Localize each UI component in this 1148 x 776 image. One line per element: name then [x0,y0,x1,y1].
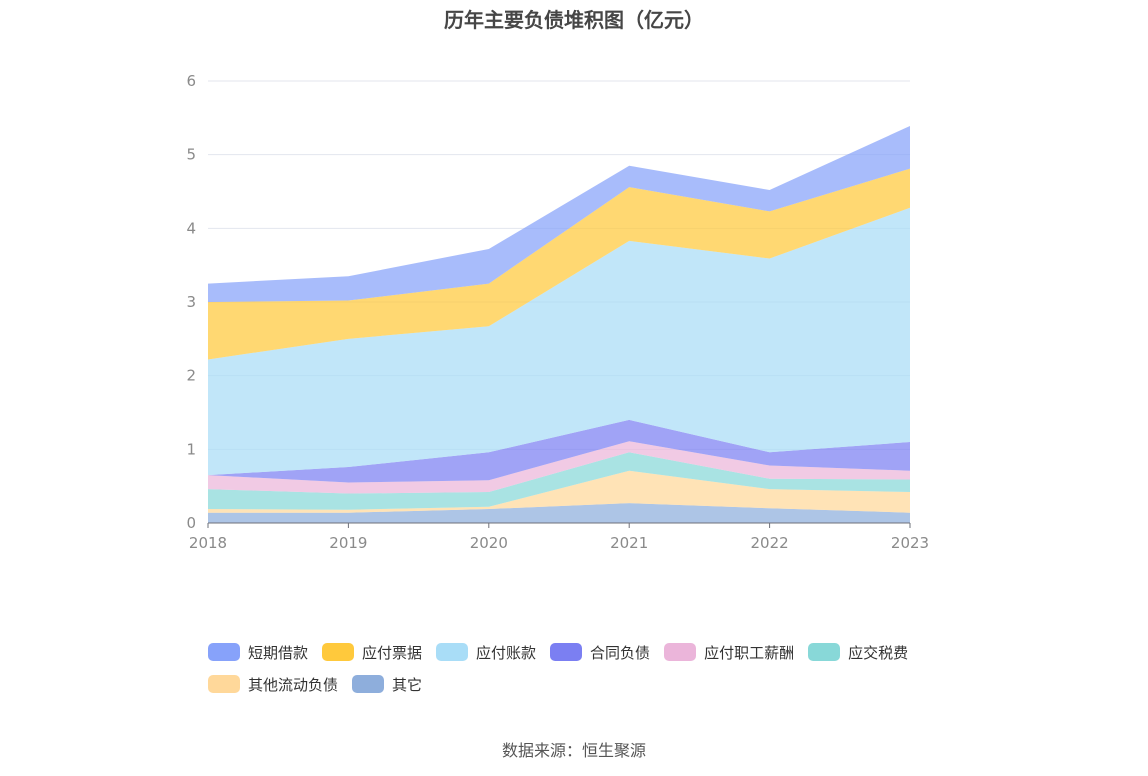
legend-swatch [322,643,355,661]
legend-label: 应付职工薪酬 [704,643,795,662]
area-series-5 [208,207,910,476]
legend-label: 应付票据 [362,643,423,662]
legend-label: 合同负债 [590,643,651,662]
area-series-1 [208,470,910,513]
area-series-6 [208,168,910,360]
legend-swatch [664,643,697,661]
legend-swatch [208,675,240,693]
y-tick-label: 0 [186,514,196,532]
legend-item[interactable]: 短期借款 [208,640,308,664]
legend-item[interactable]: 应付职工薪酬 [664,640,794,664]
legend-item[interactable]: 其它 [352,672,422,696]
area-series-2 [208,452,910,510]
legend: 短期借款 应付票据 应付账款 合同负债 应付职工薪酬 应交税费其他流动负债 其它 [208,640,968,704]
y-tick-label: 2 [186,367,196,385]
legend-label: 其它 [392,675,423,694]
legend-swatch [352,675,385,693]
legend-label: 应付账款 [476,643,537,662]
stacked-area-chart: 0 1 2 3 4 5 6 2018 2019 2020 2021 2022 2023 [186,72,929,552]
chart-title: 历年主要负债堆积图（亿元） [444,8,704,32]
legend-swatch [808,643,841,661]
area-series-0 [208,503,910,523]
data-source: 数据来源：恒生聚源 [501,741,646,760]
x-tick-label: 2023 [891,534,929,552]
y-tick-label: 3 [186,293,196,311]
legend-item[interactable]: 应付票据 [322,640,422,664]
x-tick-label: 2021 [610,534,648,552]
legend-item[interactable]: 合同负债 [550,640,650,664]
y-tick-label: 5 [186,146,196,164]
legend-item[interactable]: 应交税费 [808,640,908,664]
y-tick-label: 1 [186,440,196,458]
x-tick-label: 2022 [751,534,789,552]
legend-label: 应交税费 [848,643,909,662]
area-series-3 [208,441,910,494]
legend-swatch [550,643,583,661]
legend-label: 其他流动负债 [248,675,339,694]
x-tick-label: 2018 [189,534,227,552]
x-tick-label: 2020 [470,534,508,552]
legend-swatch [436,643,469,661]
legend-item[interactable]: 其他流动负债 [208,672,338,696]
area-series-4 [208,419,910,483]
legend-label: 短期借款 [248,643,309,662]
y-tick-label: 6 [186,72,196,90]
area-series-7 [208,125,910,302]
legend-swatch [208,643,240,661]
legend-item[interactable]: 应付账款 [436,640,536,664]
y-tick-label: 4 [186,219,196,237]
x-tick-label: 2019 [329,534,367,552]
